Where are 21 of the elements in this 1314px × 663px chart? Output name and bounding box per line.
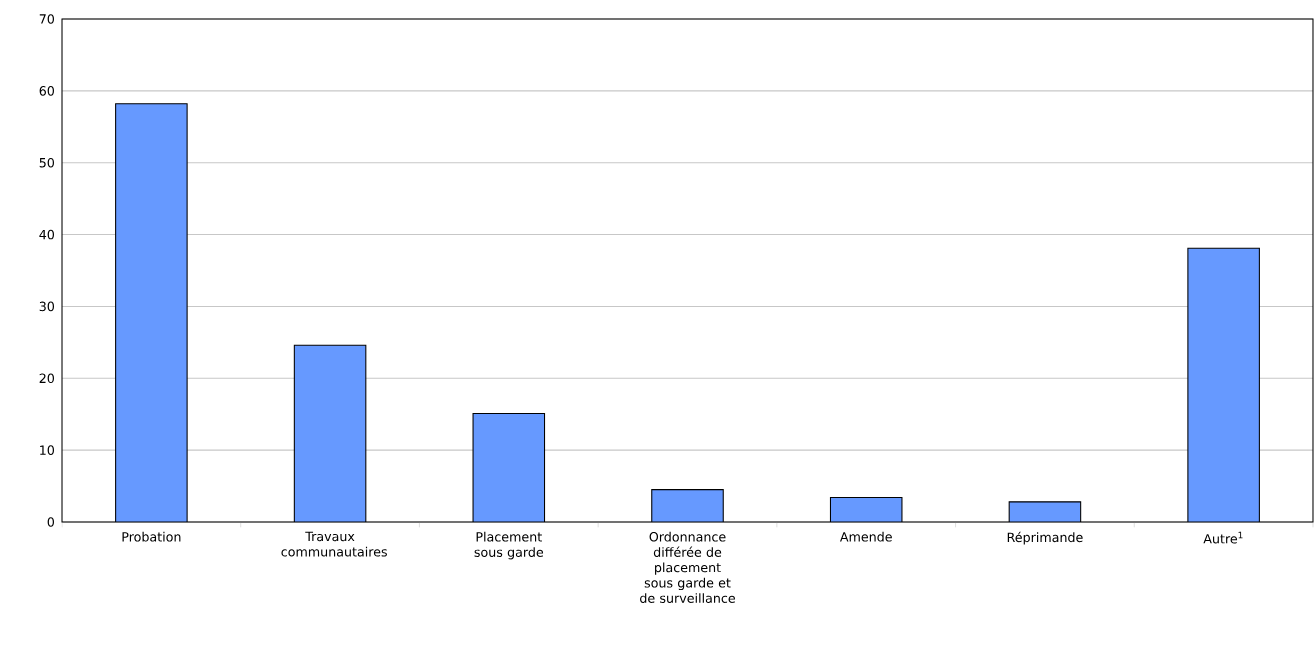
x-tick-label: Travaux communautaires	[281, 531, 387, 557]
y-tick-label: 50	[39, 157, 55, 168]
x-tick-label: Placement sous garde	[474, 531, 544, 560]
bar	[115, 103, 188, 522]
y-tick-label: 40	[39, 229, 55, 240]
x-tick-label: Ordonnance différée de placement sous garde et de surveillance	[640, 531, 735, 603]
y-tick-label: 10	[40, 445, 55, 455]
bar	[829, 497, 903, 522]
bar	[1187, 247, 1260, 522]
bar	[472, 412, 546, 522]
y-tick-label: 60	[39, 86, 55, 96]
bar	[293, 344, 367, 522]
x-tick-label: Réprimande	[1007, 531, 1083, 545]
y-tick-label: 70	[39, 14, 55, 24]
y-tick-label: 20	[39, 373, 55, 384]
x-tick-label: Amende	[839, 531, 892, 542]
x-tick-label: Autre$^{1}$	[1203, 531, 1243, 544]
x-tick-label: Probation	[122, 531, 181, 542]
bar	[651, 489, 724, 522]
y-tick-label: 30	[39, 301, 55, 312]
y-tick-label: 0	[47, 517, 55, 527]
